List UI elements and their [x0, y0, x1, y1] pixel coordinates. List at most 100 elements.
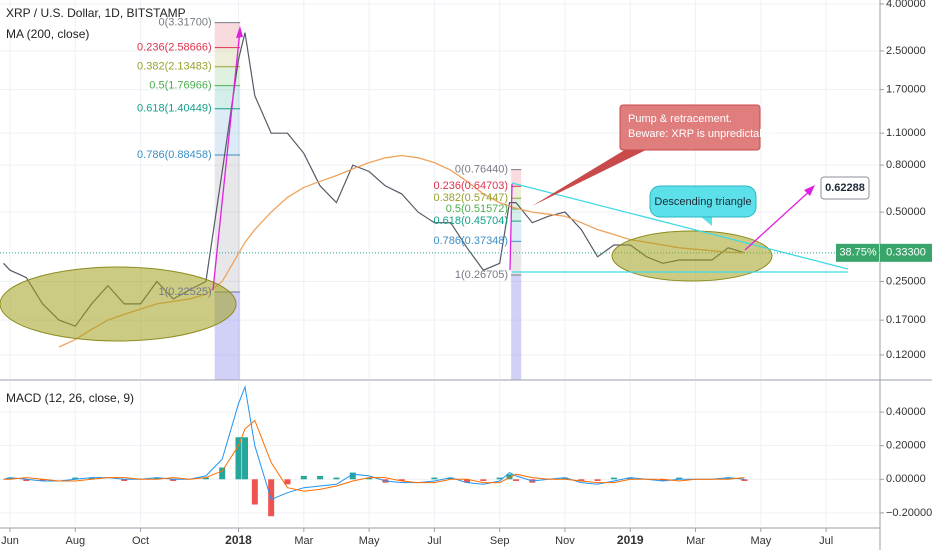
- target-box: [820, 176, 870, 200]
- histogram-bar: [627, 477, 634, 480]
- histogram-bar: [6, 477, 13, 480]
- y-tick-label: 4.00000: [886, 0, 926, 10]
- chart-title: XRP / U.S. Dollar, 1D, BITSTAMP: [6, 6, 186, 20]
- fib-zone: [214, 85, 241, 109]
- arrow: [744, 187, 814, 251]
- fib-label: 0.382(0.57447): [433, 192, 508, 204]
- histogram-bar: [398, 479, 405, 481]
- callout-pointer: [532, 148, 650, 206]
- x-tick-label: Jul: [427, 535, 441, 547]
- x-tick-label: 2019: [617, 533, 644, 547]
- histogram-bar: [219, 467, 226, 480]
- target-label: 0.62288: [825, 182, 865, 194]
- callout-text: Pump & retracement.: [628, 113, 732, 125]
- histogram-bar: [170, 479, 177, 481]
- arrow-head: [236, 26, 243, 38]
- fib-label: 0.236(2.58666): [137, 41, 212, 53]
- x-tick-label: Mar: [686, 535, 705, 547]
- y-tick-label: 1.10000: [886, 127, 926, 139]
- y-tick-label: 2.50000: [886, 45, 926, 57]
- callout-pointer: [700, 216, 712, 226]
- fib-label: 0(0.76440): [455, 164, 508, 176]
- fib-label: 0.382(2.13483): [137, 61, 212, 73]
- histogram-bar: [39, 479, 46, 481]
- highlight-ellipse: [611, 230, 773, 282]
- histogram-bar: [251, 479, 258, 505]
- histogram-bar: [594, 479, 601, 481]
- y-tick-label: 0.00000: [886, 473, 926, 485]
- histogram-bar: [300, 475, 307, 480]
- marks-layer: [0, 22, 880, 517]
- indicator-label: MACD (12, 26, close, 9): [6, 391, 134, 405]
- histogram-bar: [23, 479, 30, 481]
- histogram-bar: [349, 472, 356, 480]
- series-line: [3, 385, 745, 501]
- histogram-bar: [561, 477, 568, 480]
- fib-zone: [511, 209, 522, 222]
- y-tick-label: −0.20000: [886, 507, 932, 519]
- price-box: [880, 243, 932, 262]
- x-tick-label: Nov: [555, 535, 575, 547]
- fib-zone: [511, 186, 522, 199]
- fib-label: 0.5(0.51572): [446, 203, 508, 215]
- arrow: [212, 29, 241, 291]
- x-tick-label: Aug: [65, 535, 85, 547]
- callout-box: [619, 104, 761, 151]
- histogram-bar: [741, 479, 748, 481]
- x-tick-label: May: [750, 535, 771, 547]
- histogram-bar: [610, 477, 617, 480]
- y-tick-label: 0.12000: [886, 349, 926, 361]
- fib-zone: [214, 155, 241, 292]
- histogram-bar: [431, 477, 438, 480]
- histogram-bar: [447, 477, 454, 480]
- change-label: 38.75%: [839, 247, 877, 259]
- series-line: [3, 419, 745, 492]
- histogram-bar: [366, 477, 373, 480]
- fib-label: 0.618(0.45704): [433, 215, 508, 227]
- histogram-bar: [480, 479, 487, 481]
- y-tick-label: 0.17000: [886, 314, 926, 326]
- x-tick-label: Sep: [490, 535, 510, 547]
- fib-zone: [511, 241, 522, 275]
- x-tick-label: Jun: [1, 535, 19, 547]
- histogram-bar: [496, 477, 503, 480]
- histogram-bar: [333, 477, 340, 480]
- histogram-bar: [317, 475, 324, 480]
- arrow: [509, 183, 513, 271]
- fib-zone: [511, 169, 522, 187]
- indicator-label: MA (200, close): [6, 27, 89, 41]
- fib-extension: [511, 274, 522, 380]
- y-tick-label: 0.80000: [886, 159, 926, 171]
- fib-label: 0.618(1.40449): [137, 103, 212, 115]
- arrow-head: [804, 185, 815, 196]
- callout-text: Beware: XRP is unpredictable: [628, 128, 774, 140]
- histogram-bar: [284, 479, 291, 485]
- histogram-bar: [512, 479, 519, 481]
- fib-label: 0.236(0.64703): [433, 180, 508, 192]
- fib-label: 0.786(0.88458): [137, 149, 212, 161]
- histogram-bar: [121, 479, 128, 481]
- price-label: 0.33300: [886, 247, 926, 259]
- callout-box: [649, 185, 757, 218]
- fib-label: 0.5(1.76966): [149, 79, 211, 91]
- fib-label: 0.786(0.37348): [433, 235, 508, 247]
- fib-zone: [214, 47, 241, 67]
- x-tick-label: Jul: [819, 535, 833, 547]
- histogram-bar: [88, 477, 95, 480]
- y-tick-label: 0.25000: [886, 275, 926, 287]
- highlight-ellipse: [0, 266, 237, 342]
- fib-zone: [214, 66, 241, 86]
- x-tick-label: 2018: [225, 533, 252, 547]
- fib-zone: [214, 22, 241, 48]
- grid-layer: [0, 0, 880, 526]
- histogram-bar: [676, 477, 683, 480]
- y-tick-label: 0.20000: [886, 440, 926, 452]
- histogram-bar: [242, 437, 249, 480]
- x-tick-label: Mar: [294, 535, 313, 547]
- trend-line: [511, 182, 849, 270]
- histogram-bar: [578, 479, 585, 481]
- y-tick-label: 0.50000: [886, 206, 926, 218]
- callout-text: Descending triangle: [654, 196, 751, 208]
- fib-label: 1(0.26705): [455, 269, 508, 281]
